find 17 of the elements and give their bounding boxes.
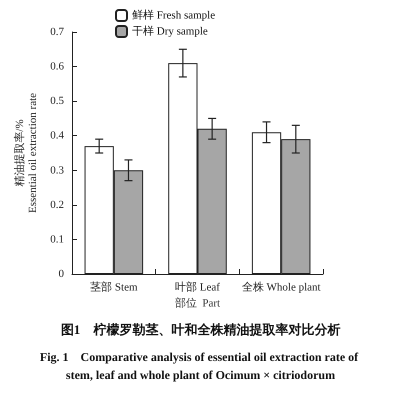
legend-label: 鲜样 Fresh sample [132, 10, 216, 22]
y-tick-label: 0.6 [50, 60, 64, 73]
text: 图1 柠檬罗勒茎、叶和全株精油提取率对比分析 [60, 322, 340, 337]
x-tick-label: 叶部 Leaf [175, 280, 220, 294]
y-tick-label: 0.2 [50, 198, 64, 211]
x-tick-label: 全株 Whole plant [242, 280, 321, 294]
y-tick-label: 0.1 [50, 233, 64, 246]
y-tick-label: 0 [58, 268, 64, 280]
y-axis-title: 精油提取率/% Essential oil extraction rate [12, 92, 39, 214]
legend-label: 干样 Dry sample [132, 26, 208, 38]
y-tick-label: 0.3 [50, 164, 64, 176]
y-tick-label: 0.4 [50, 130, 64, 142]
x-tick-label: 茎部 Stem [90, 280, 138, 294]
x-axis-title: 部位 Part [174, 296, 220, 310]
y-tick-label: 0.5 [50, 95, 64, 108]
y-tick-label: 0.7 [50, 26, 64, 38]
text: Fig. 1 Comparative analysis of essential oil extraction rate of stem, leaf and whole plant of Ocimum × citriodorum [40, 350, 362, 382]
